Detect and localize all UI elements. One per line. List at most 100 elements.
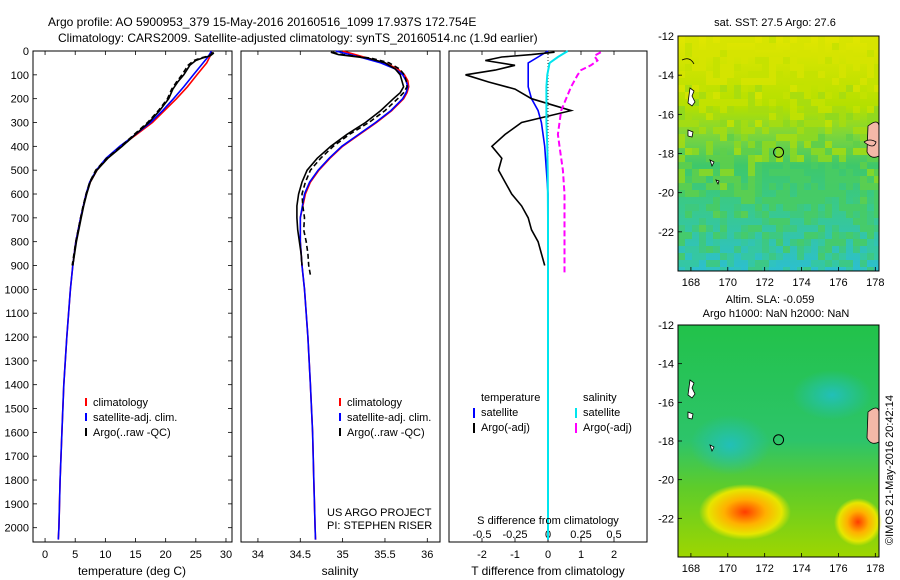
sst-cell: [692, 64, 699, 71]
x-tick-label: 36: [421, 549, 433, 561]
sst-cell: [762, 211, 769, 218]
depth-tick-label: 1900: [5, 499, 29, 511]
sst-cell: [839, 246, 846, 253]
lat-tick-label: -14: [658, 359, 674, 371]
sst-cell: [720, 162, 727, 169]
sst-map-title: sat. SST: 27.5 Argo: 27.6: [714, 17, 836, 29]
sst-cell: [720, 253, 727, 260]
legend-salinity-title: salinity: [583, 392, 617, 404]
sst-cell: [692, 260, 699, 267]
sst-cell: [867, 43, 874, 50]
sst-cell: [748, 92, 755, 99]
sst-cell: [769, 141, 776, 148]
sst-cell: [839, 85, 846, 92]
sst-cell: [699, 57, 706, 64]
sst-cell: [685, 148, 692, 155]
sst-cell: [706, 260, 713, 267]
sst-cell: [727, 120, 734, 127]
sst-cell: [839, 239, 846, 246]
x-tick-label: 35.5: [374, 549, 395, 561]
sst-cell: [734, 36, 741, 43]
sst-cell: [867, 155, 874, 162]
sst-cell: [804, 190, 811, 197]
sst-cell: [867, 64, 874, 71]
sst-cell: [874, 190, 879, 197]
sst-cell: [797, 211, 804, 218]
lon-tick-label: 178: [866, 277, 884, 289]
sst-cell: [748, 155, 755, 162]
sst-cell: [727, 162, 734, 169]
sst-cell: [692, 253, 699, 260]
sst-cell: [797, 85, 804, 92]
sst-cell: [818, 253, 825, 260]
sst-cell: [776, 239, 783, 246]
sst-cell: [776, 120, 783, 127]
x-tick-label: -2: [477, 549, 487, 561]
sst-cell: [853, 176, 860, 183]
sst-cell: [818, 85, 825, 92]
difference-legend: temperature satellite Argo(-adj) salinit…: [473, 392, 632, 434]
sst-cell: [769, 183, 776, 190]
sst-cell: [720, 190, 727, 197]
sst-cell: [748, 197, 755, 204]
sst-cell: [853, 246, 860, 253]
sst-cell: [846, 211, 853, 218]
sst-cell: [741, 148, 748, 155]
sst-cell: [860, 78, 867, 85]
sst-cell: [860, 162, 867, 169]
lon-tick-label: 168: [682, 563, 700, 575]
temperature-series: [57, 50, 215, 540]
sst-cell: [762, 36, 769, 43]
sst-cell: [811, 204, 818, 211]
sst-cell: [678, 113, 685, 120]
sst-cell: [874, 71, 879, 78]
sst-cell: [825, 183, 832, 190]
sst-cell: [678, 120, 685, 127]
sst-cell: [860, 211, 867, 218]
sst-cell: [874, 78, 879, 85]
sst-cell: [790, 71, 797, 78]
sst-cell: [776, 218, 783, 225]
sst-cell: [797, 127, 804, 134]
lon-tick-label: 174: [792, 277, 810, 289]
sst-cell: [804, 36, 811, 43]
sst-cell: [839, 106, 846, 113]
sst-cell: [776, 57, 783, 64]
sst-cell: [720, 50, 727, 57]
title-line-1: Argo profile: AO 5900953_379 15-May-2016…: [48, 15, 476, 29]
sst-cell: [811, 232, 818, 239]
sst-cell: [874, 211, 879, 218]
sst-cell: [860, 260, 867, 267]
sst-cell: [783, 120, 790, 127]
sst-cell: [776, 190, 783, 197]
lat-tick-label: -22: [658, 227, 674, 239]
sst-cell: [825, 155, 832, 162]
sst-cell: [755, 225, 762, 232]
sst-cell: [783, 148, 790, 155]
sst-cell: [699, 232, 706, 239]
sst-cell: [867, 239, 874, 246]
sst-cell: [685, 120, 692, 127]
sst-cell: [692, 50, 699, 57]
sst-cell: [720, 71, 727, 78]
sst-cell: [832, 239, 839, 246]
sst-cell: [825, 239, 832, 246]
sst-cell: [748, 260, 755, 267]
sst-cell: [811, 190, 818, 197]
lat-tick-label: -20: [658, 188, 674, 200]
depth-tick-label: 300: [11, 118, 29, 130]
sst-cell: [720, 78, 727, 85]
s-diff-tick-label: -0.5: [473, 529, 492, 541]
sst-cell: [713, 260, 720, 267]
temperature-x-label: temperature (deg C): [78, 564, 186, 578]
sst-cell: [790, 64, 797, 71]
sla-map-subtitle: Argo h1000: NaN h2000: NaN: [703, 308, 850, 320]
sst-cell: [776, 113, 783, 120]
title-line-2: Climatology: CARS2009. Satellite-adjuste…: [58, 31, 538, 45]
sst-cell: [769, 71, 776, 78]
sst-cell: [678, 155, 685, 162]
sst-cell: [769, 43, 776, 50]
sst-cell: [769, 260, 776, 267]
sst-cell: [874, 85, 879, 92]
sst-cell: [839, 78, 846, 85]
